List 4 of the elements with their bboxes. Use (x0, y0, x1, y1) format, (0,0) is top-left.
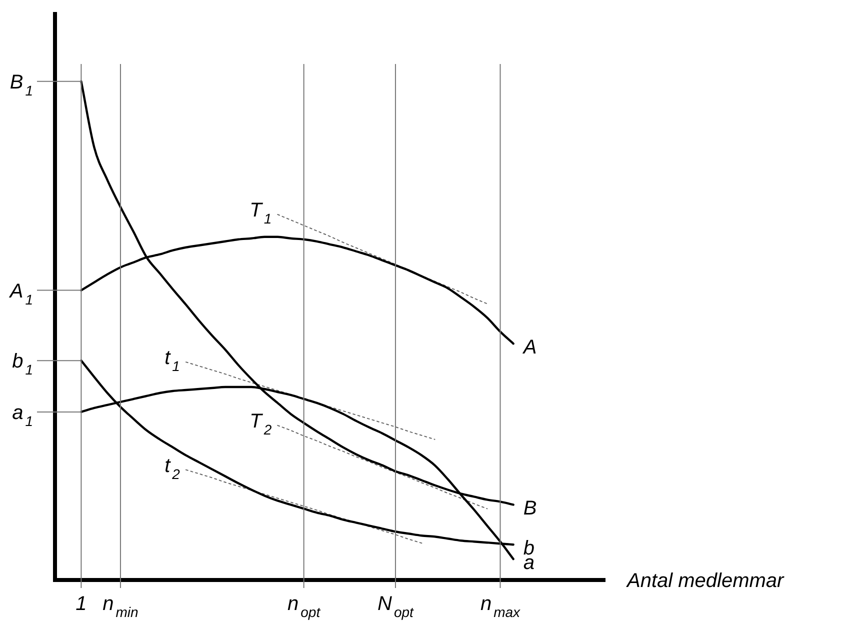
x-axis-title: Antal medlemmar (626, 570, 786, 592)
series-label: A (522, 336, 537, 359)
series-label: B (523, 498, 537, 520)
x-tick-label: 1 (76, 593, 87, 615)
